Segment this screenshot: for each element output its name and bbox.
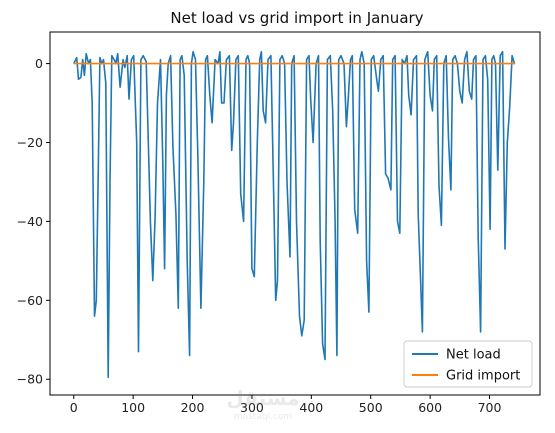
x-tick-label: 400 bbox=[299, 400, 323, 415]
y-tick-label: −80 bbox=[17, 372, 43, 387]
y-tick-label: −60 bbox=[17, 293, 43, 308]
legend-label: Grid import bbox=[446, 369, 520, 384]
svg-text:مستقل: مستقل bbox=[226, 386, 299, 410]
watermark-logo: مستقل mostaql.com bbox=[226, 386, 299, 422]
y-tick-label: −40 bbox=[17, 214, 43, 229]
x-tick-label: 300 bbox=[240, 400, 264, 415]
chart-title: Net load vs grid import in January bbox=[170, 9, 423, 27]
axes-frame bbox=[49, 31, 541, 396]
y-tick-label: 0 bbox=[35, 56, 43, 71]
x-tick-label: 500 bbox=[359, 400, 383, 415]
svg-text:mostaql.com: mostaql.com bbox=[234, 412, 292, 422]
x-tick-label: 600 bbox=[418, 400, 442, 415]
axes-border bbox=[49, 31, 541, 396]
plot-area bbox=[73, 50, 516, 379]
x-tick-label: 700 bbox=[478, 400, 502, 415]
legend: Net load Grid import bbox=[403, 340, 533, 388]
y-tick-label: −20 bbox=[17, 135, 43, 150]
legend-label: Net load bbox=[446, 348, 501, 363]
x-axis: 0 100 200 300 400 500 600 700 bbox=[70, 395, 502, 415]
x-tick-label: 100 bbox=[121, 400, 145, 415]
x-tick-label: 200 bbox=[181, 400, 205, 415]
y-axis: 0 −20 −40 −60 −80 bbox=[17, 56, 50, 387]
x-tick-label: 0 bbox=[70, 400, 78, 415]
